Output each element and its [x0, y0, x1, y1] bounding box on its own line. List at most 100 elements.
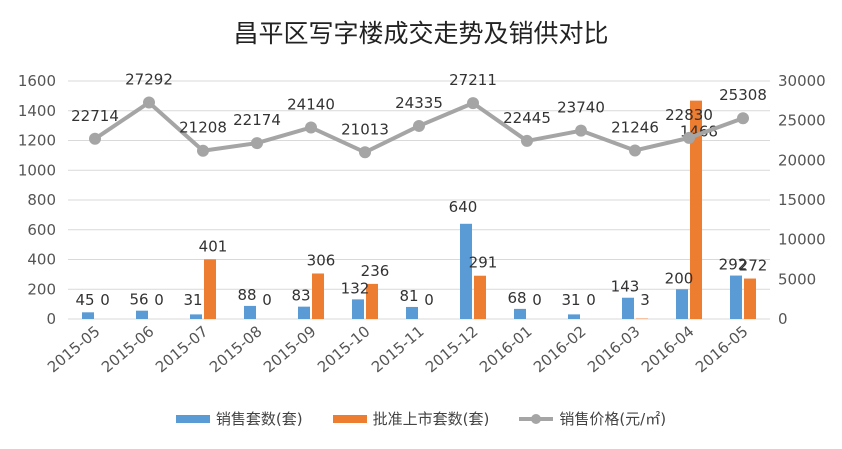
data-label-price: 21208: [179, 119, 227, 137]
data-label-price: 22830: [665, 106, 713, 124]
data-label-sales: 132: [341, 279, 370, 297]
legend-swatch-price: [519, 411, 554, 427]
y-right-tick-label: 10000: [778, 231, 826, 249]
legend-swatch-sales: [175, 414, 210, 423]
point-price: [683, 131, 695, 144]
point-price: [467, 97, 479, 110]
bar-sales: [568, 314, 580, 319]
x-tick-label: 2015-05: [44, 322, 104, 376]
point-price: [629, 144, 641, 157]
bar-sales: [244, 305, 256, 319]
point-price: [89, 132, 101, 145]
data-label-sales: 45: [75, 291, 94, 309]
data-label-price: 23740: [557, 99, 605, 117]
x-tick-label: 2016-02: [530, 322, 590, 376]
data-label-supply: 0: [100, 291, 110, 309]
y-right-tick-label: 0: [778, 310, 788, 328]
legend-item-supply: 批准上市套数(套): [332, 408, 490, 429]
data-label-price: 27211: [449, 71, 497, 89]
point-price: [251, 137, 263, 150]
data-label-sales: 31: [561, 291, 580, 309]
y-right-tick-label: 5000: [778, 270, 816, 288]
point-price: [575, 124, 587, 137]
data-label-price: 25308: [719, 86, 767, 104]
bar-sales: [352, 299, 364, 319]
y-right-tick-label: 15000: [778, 191, 826, 209]
bar-sales: [514, 308, 526, 319]
bar-sales: [136, 310, 148, 319]
data-label-price: 24140: [287, 95, 335, 113]
legend-label-price: 销售价格(元/㎡): [559, 410, 667, 428]
y-left-tick-label: 400: [27, 251, 56, 269]
legend-label-supply: 批准上市套数(套): [372, 410, 490, 428]
point-price: [521, 134, 533, 147]
bar-supply: [204, 259, 216, 319]
y-left-tick-label: 1600: [18, 72, 56, 90]
bar-sales: [298, 306, 310, 319]
data-label-supply: 306: [307, 251, 336, 269]
point-price: [737, 112, 749, 125]
x-tick-label: 2015-06: [98, 322, 158, 376]
y-left-tick-label: 600: [27, 221, 56, 239]
bar-sales: [676, 289, 688, 319]
legend-item-sales: 销售套数(套): [175, 408, 303, 429]
y-right-tick-label: 30000: [778, 72, 826, 90]
data-label-supply: 291: [469, 254, 498, 272]
data-label-supply: 0: [586, 291, 596, 309]
point-price: [197, 144, 209, 157]
bar-sales: [622, 297, 634, 319]
x-tick-label: 2015-09: [260, 322, 320, 376]
y-right-tick-label: 20000: [778, 151, 826, 169]
legend: 销售套数(套) 批准上市套数(套) 销售价格(元/㎡): [0, 408, 842, 429]
data-label-supply: 236: [361, 262, 390, 280]
y-right-tick-label: 25000: [778, 112, 826, 130]
data-label-sales: 81: [399, 287, 418, 305]
bar-supply: [366, 283, 378, 319]
data-label-sales: 88: [237, 286, 256, 304]
y-left-tick-label: 1200: [18, 132, 56, 150]
x-tick-label: 2015-12: [422, 322, 482, 376]
bar-supply: [312, 273, 324, 319]
point-price: [413, 119, 425, 132]
legend-item-price: 销售价格(元/㎡): [519, 408, 666, 429]
data-label-sales: 143: [611, 278, 640, 296]
data-label-supply: 0: [424, 291, 434, 309]
x-tick-label: 2016-03: [584, 322, 644, 376]
bar-supply: [474, 275, 486, 319]
x-tick-label: 2015-10: [314, 322, 374, 376]
bar-supply: [690, 100, 702, 319]
bar-sales: [190, 314, 202, 319]
point-price: [359, 146, 371, 159]
data-label-sales: 292: [719, 256, 748, 274]
data-label-price: 21246: [611, 118, 659, 136]
data-label-supply: 401: [199, 237, 228, 255]
x-tick-label: 2016-05: [692, 322, 752, 376]
chart-title: 昌平区写字楼成交走势及销供对比: [233, 19, 609, 48]
legend-swatch-supply: [332, 414, 367, 423]
data-label-price: 21013: [341, 120, 389, 138]
point-price: [305, 121, 317, 134]
bar-sales: [406, 306, 418, 319]
y-left-tick-label: 0: [46, 310, 56, 328]
data-label-sales: 200: [665, 269, 694, 287]
x-tick-label: 2015-07: [152, 322, 212, 376]
x-tick-label: 2016-04: [638, 322, 698, 376]
y-left-tick-label: 200: [27, 280, 56, 298]
data-label-supply: 0: [532, 291, 542, 309]
y-left-tick-label: 1000: [18, 161, 56, 179]
legend-label-sales: 销售套数(套): [215, 410, 303, 428]
data-label-sales: 83: [291, 287, 310, 305]
y-left-tick-label: 1400: [18, 102, 56, 120]
data-label-supply: 3: [640, 291, 650, 309]
bar-sales: [460, 223, 472, 319]
data-label-supply: 272: [739, 257, 768, 275]
y-left-tick-label: 800: [27, 191, 56, 209]
data-label-sales: 31: [183, 291, 202, 309]
data-label-price: 22714: [71, 107, 119, 125]
data-label-price: 27292: [125, 70, 173, 88]
data-label-supply: 0: [262, 291, 272, 309]
data-label-sales: 56: [129, 291, 148, 309]
data-label-price: 24335: [395, 94, 443, 112]
x-tick-label: 2015-11: [368, 322, 428, 376]
